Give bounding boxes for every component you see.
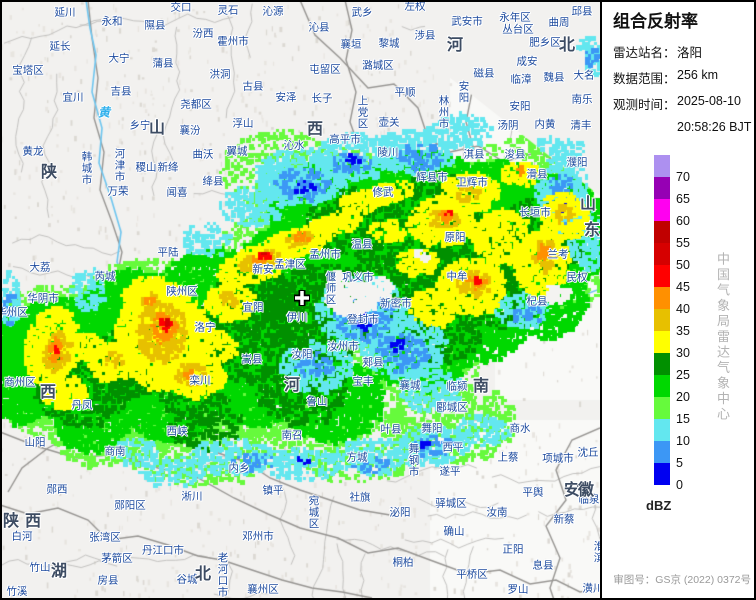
colorbar-tick-label: 45 (676, 280, 690, 294)
colorbar-tick-label: 0 (676, 478, 683, 492)
obstime-label: 观测时间： (613, 98, 676, 112)
colorbar-segment (654, 221, 670, 243)
colorbar-segment (654, 353, 670, 375)
product-title: 组合反射率 (613, 12, 698, 31)
obs-time-value: 20:58:26 BJT (677, 120, 752, 134)
colorbar-tick-label: 20 (676, 390, 690, 404)
range-label: 数据范围： (613, 72, 676, 86)
colorbar-segment (654, 331, 670, 353)
colorbar-tick-label: 60 (676, 214, 690, 228)
radar-map-area: 延川 永和 隰县 交口 灵石 沁源 延长 汾西 霍州市 宝塔区 大宁 蒲县 洪洞 古县 安泽 宜川 吉县 尧都区浮… (0, 0, 605, 600)
colorbar-segment (654, 287, 670, 309)
info-panel: 组合反射率 雷达站名： 洛阳 数据范围： 256 km 观测时间： 2025-0… (600, 0, 756, 600)
colorbar-tick-label: 40 (676, 302, 690, 316)
colorbar-segment (654, 155, 670, 177)
station-label: 雷达站名： (613, 46, 676, 60)
reflectivity-colorbar (654, 155, 670, 485)
colorbar-segment (654, 419, 670, 441)
colorbar-segment (654, 243, 670, 265)
colorbar-segment (654, 463, 670, 485)
colorbar-segment (654, 309, 670, 331)
colorbar-tick-label: 70 (676, 170, 690, 184)
colorbar-segment (654, 397, 670, 419)
colorbar-tick-label: 65 (676, 192, 690, 206)
colorbar-tick-label: 50 (676, 258, 690, 272)
station-value: 洛阳 (677, 46, 703, 60)
radar-info-block: 雷达站名： 洛阳 数据范围： 256 km 观测时间： 2025-08-10 2… (602, 32, 756, 134)
colorbar-tick-label: 15 (676, 412, 690, 426)
colorbar-tick-label: 10 (676, 434, 690, 448)
obs-date-value: 2025-08-10 (677, 94, 741, 108)
agency-watermark: 中国气象局雷达气象中心 (715, 252, 730, 423)
colorbar-tick-label: 25 (676, 368, 690, 382)
colorbar-tick-label: 5 (676, 456, 683, 470)
colorbar-tick-label: 55 (676, 236, 690, 250)
colorbar-segment (654, 265, 670, 287)
colorbar-segment (654, 441, 670, 463)
colorbar-tick-label: 30 (676, 346, 690, 360)
obstime-spacer (613, 120, 677, 134)
map-approval-number: 审图号：GS京 (2022) 0372号 (613, 574, 751, 586)
colorbar-tick-label: 35 (676, 324, 690, 338)
colorbar-segment (654, 177, 670, 199)
colorbar-segment (654, 375, 670, 397)
colorbar-segment (654, 199, 670, 221)
radar-echo-map (0, 0, 600, 600)
range-value: 256 km (677, 68, 718, 82)
colorbar-unit-label: dBZ (646, 498, 672, 513)
